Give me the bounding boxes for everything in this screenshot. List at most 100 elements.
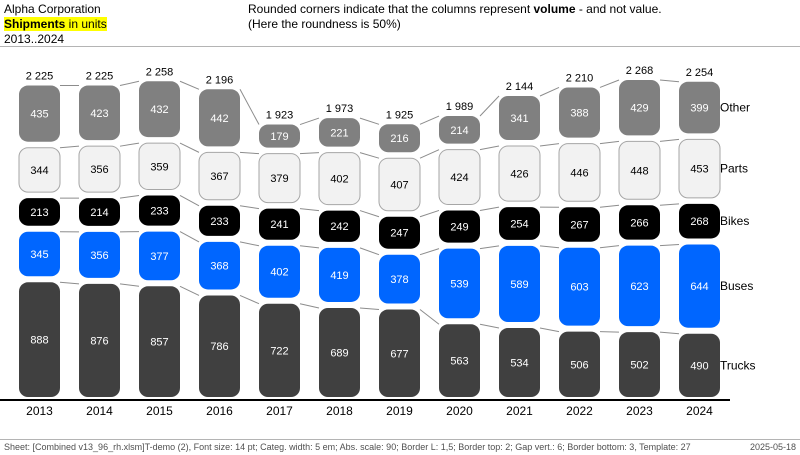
connector-line [119,80,140,87]
bar-other-2015 [139,81,180,138]
bar-parts-2013 [18,147,61,193]
connector-line [299,303,320,309]
value-label: 435 [30,109,48,121]
total-label: 2 258 [146,66,174,78]
chart-title: Shipments in units [4,17,107,32]
bar-other-2013 [19,85,60,142]
bar-parts-2014 [78,145,121,193]
x-tick-label: 2017 [266,404,293,418]
connector-line [479,206,500,211]
bar-parts-2016 [198,151,241,201]
value-label: 623 [630,281,648,293]
value-label: 221 [330,127,348,139]
bar-buses-2022 [559,247,600,326]
value-label: 377 [150,251,168,263]
value-label: 490 [690,360,708,372]
connector-line [479,145,500,151]
value-label: 722 [270,345,288,357]
legend-parts: Parts [720,162,748,176]
unit-label: in units [65,17,107,31]
bar-parts-2019 [378,157,421,212]
bar-other-2017 [259,124,300,148]
value-label: 378 [390,274,408,286]
bar-other-2020 [439,116,480,144]
bar-trucks-2014 [79,283,120,397]
bar-trucks-2013 [19,282,60,397]
value-label: 506 [570,359,588,371]
value-label: 344 [30,165,48,177]
x-tick-label: 2019 [386,404,413,418]
stacked-column-chart: 888 876 857 786 722 689 677 563 534 506 502 490 345 3… [0,65,756,418]
value-label: 249 [450,222,468,234]
bar-buses-2016 [199,241,240,290]
connector-line [479,95,500,117]
bar-buses-2020 [439,248,480,319]
value-label: 266 [630,217,648,229]
connector-line [419,115,440,125]
connector-line [179,285,200,296]
connector-line [479,245,500,250]
bar-buses-2014 [79,231,120,278]
x-tick-label: 2013 [26,404,53,418]
footer-divider [0,439,800,440]
bar-trucks-2019 [379,309,420,397]
value-label: 677 [390,348,408,360]
x-tick-label: 2014 [86,404,113,418]
bar-buses-2023 [619,245,660,327]
value-label: 267 [570,219,588,231]
value-label: 254 [510,219,528,231]
value-label: 214 [450,125,468,137]
connector-line [299,117,320,126]
value-label: 689 [330,347,348,359]
value-label: 388 [570,108,588,120]
connector-line [179,231,200,243]
x-tick-label: 2021 [506,404,533,418]
value-label: 432 [150,104,168,116]
bar-bikes-2018 [319,210,360,242]
bar-bikes-2020 [439,210,480,243]
total-label: 1 973 [326,103,354,115]
connector-line [119,142,140,147]
value-label: 442 [210,113,228,125]
bar-buses-2013 [19,231,60,277]
value-label: 426 [510,169,528,181]
value-label: 214 [90,207,108,219]
value-label: 241 [270,219,288,231]
connector-line [359,210,380,218]
value-label: 603 [570,282,588,294]
bar-bikes-2024 [679,203,720,239]
bar-parts-2017 [258,153,301,204]
company-name: Alpha Corporation [4,2,101,16]
connector-line [239,89,260,125]
value-label: 502 [630,360,648,372]
legend-other: Other [720,101,750,115]
value-label: 419 [330,270,348,282]
bar-trucks-2022 [559,331,600,397]
connector-line [659,203,680,206]
legend-bikes: Bikes [720,214,749,228]
bar-bikes-2017 [259,208,300,240]
x-tick-label: 2024 [686,404,713,418]
value-label: 786 [210,341,228,353]
bar-other-2014 [79,85,120,141]
bar-bikes-2014 [79,198,120,226]
connector-line [239,151,260,155]
value-label: 356 [90,164,108,176]
period-label: 2013..2024 [4,32,65,46]
value-label: 563 [450,356,468,368]
bar-buses-2018 [319,247,360,302]
connector-line [599,331,620,333]
value-label: 402 [270,267,288,279]
value-label: 356 [90,250,108,262]
connector-line [359,117,380,125]
connector-line [59,145,80,149]
value-label: 268 [690,216,708,228]
connector-line [299,152,320,155]
x-tick-label: 2018 [326,404,353,418]
legend-trucks: Trucks [720,358,756,372]
note-pre: Rounded corners indicate that the column… [248,2,534,16]
value-label: 367 [210,171,228,183]
x-tick-label: 2016 [206,404,233,418]
connector-line [119,283,140,287]
value-label: 888 [30,335,48,347]
